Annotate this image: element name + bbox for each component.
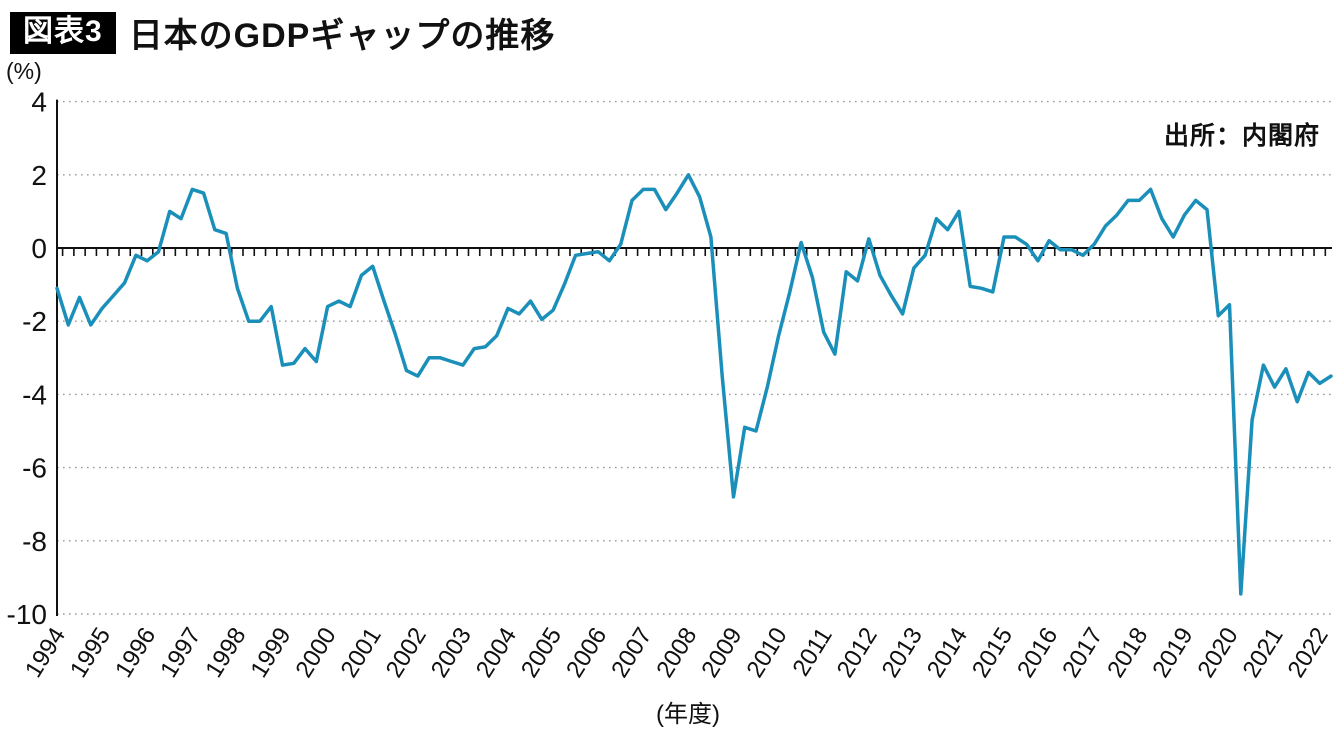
y-tick-label: -10 (7, 599, 47, 630)
y-tick-label: 2 (31, 160, 47, 191)
x-tick-label: 1996 (110, 623, 161, 683)
x-tick-label: 2001 (336, 623, 387, 683)
x-tick-label: 2013 (877, 623, 928, 683)
x-tick-label: 2021 (1238, 623, 1289, 683)
x-tick-label: 2005 (516, 623, 567, 683)
x-tick-label: 2015 (967, 623, 1018, 683)
gdp-gap-line (55, 173, 1333, 596)
x-tick-label: 2006 (561, 623, 612, 683)
y-tick-label: -2 (22, 306, 47, 337)
x-tick-label: 2011 (787, 623, 837, 681)
x-tick-label: 2017 (1057, 623, 1108, 683)
y-tick-label: 0 (31, 233, 47, 264)
x-tick-label: 2022 (1283, 623, 1334, 683)
x-tick-label: 2018 (1102, 623, 1153, 683)
page-title: 日本のGDPギャップの推移 (128, 17, 556, 55)
x-tick-label: 2019 (1147, 623, 1198, 683)
chart-title-bar: 図表3 日本のGDPギャップの推移 (10, 8, 555, 57)
x-tick-label: 2010 (741, 623, 792, 683)
source-note: 出所：内閣府 (1163, 122, 1320, 150)
x-tick-label: 2016 (1012, 623, 1063, 683)
x-tick-label: 2014 (922, 623, 973, 683)
figure-number-badge: 図表3 (10, 11, 116, 54)
y-tick-label: -4 (22, 379, 47, 410)
x-tick-label: 2004 (471, 623, 522, 683)
x-tick-label: 2008 (651, 623, 702, 683)
y-tick-label: 4 (31, 87, 47, 118)
x-tick-label: 2012 (832, 623, 883, 683)
y-tick-label: -8 (22, 526, 47, 557)
y-tick-label: -6 (22, 453, 47, 484)
x-tick-label: 2002 (381, 623, 432, 683)
x-tick-label: 1995 (65, 623, 116, 683)
x-tick-label: 2020 (1192, 623, 1243, 683)
x-tick-label: 1997 (155, 623, 206, 683)
x-tick-label: 1999 (245, 623, 296, 683)
x-tick-label: 2003 (426, 623, 477, 683)
x-tick-label: 2007 (606, 623, 657, 683)
x-axis-title: (年度) (656, 701, 720, 728)
y-axis-unit-label: (%) (6, 58, 42, 84)
x-tick-label: 1998 (200, 623, 251, 683)
x-tick-label: 1994 (20, 623, 71, 683)
x-tick-label: 2009 (696, 623, 747, 683)
x-tick-label: 2000 (290, 623, 341, 683)
